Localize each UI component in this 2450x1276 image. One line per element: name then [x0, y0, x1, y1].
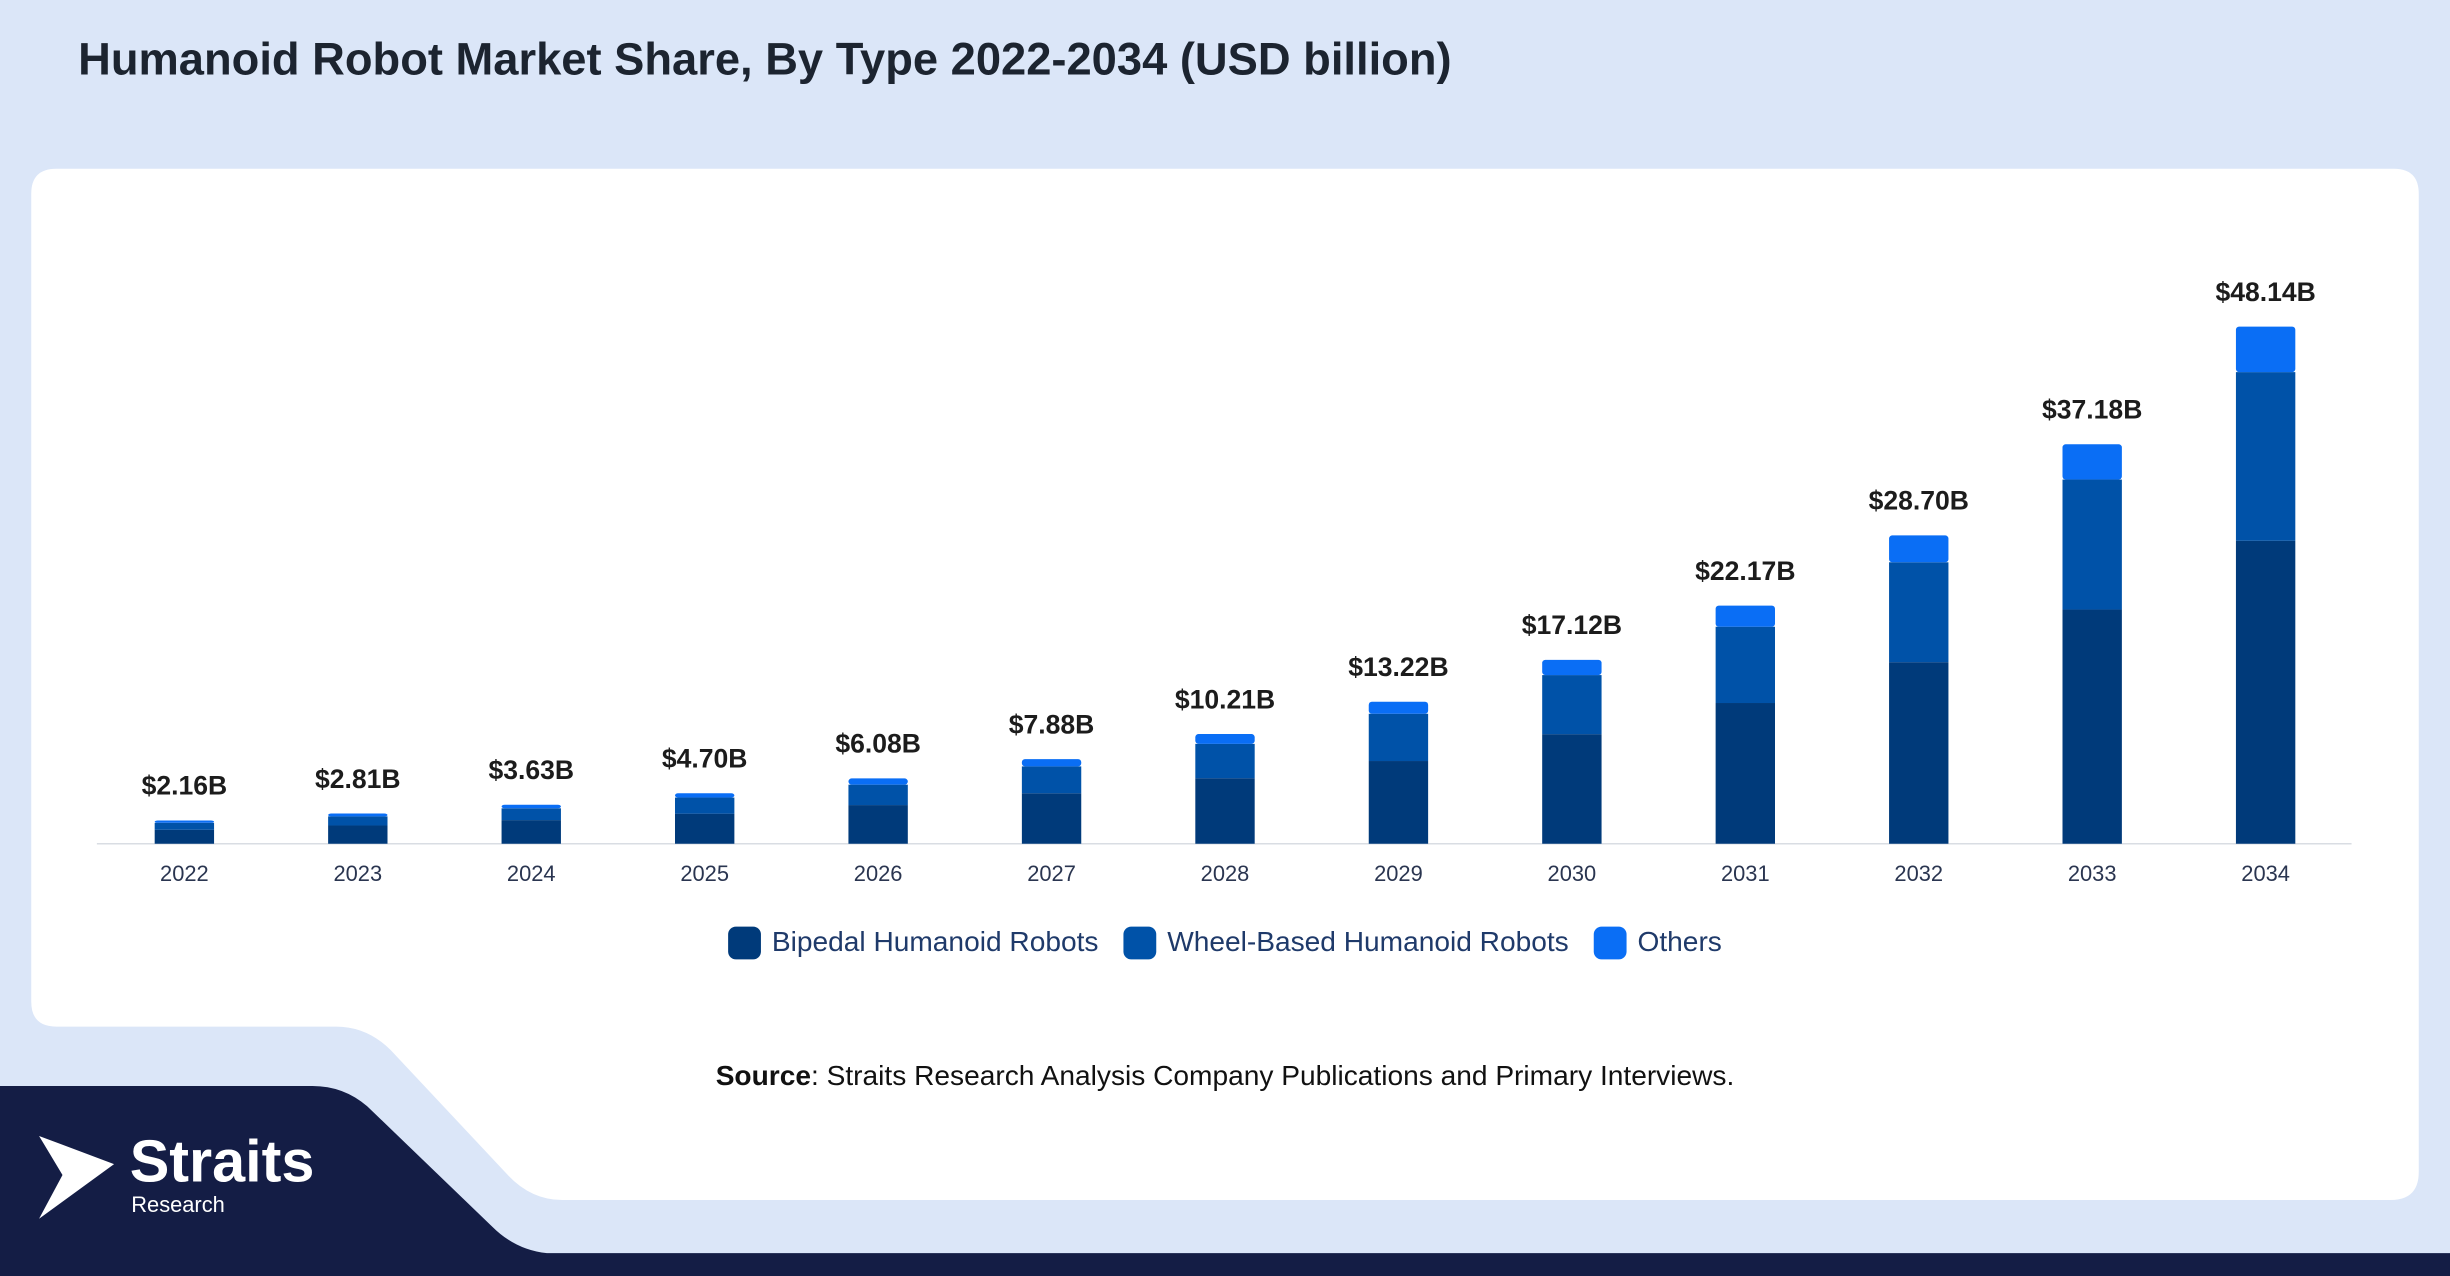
bar-segment [675, 797, 735, 814]
bar-segment [1368, 713, 1429, 762]
total-label: $2.81B [315, 764, 401, 794]
bar-segment [848, 778, 908, 785]
source: Source: Straits Research Analysis Compan… [716, 1061, 1735, 1092]
x-tick-label: 2027 [1027, 861, 1076, 886]
legend-swatch [1123, 926, 1157, 960]
bar-segment [675, 813, 735, 844]
bar-segment [1195, 734, 1255, 744]
bar-segment [1715, 605, 1775, 627]
logo-sub: Research [131, 1192, 225, 1217]
bar-segment [1715, 703, 1775, 844]
x-tick-label: 2033 [2068, 861, 2117, 886]
x-tick-label: 2030 [1548, 861, 1597, 886]
chart-title: Humanoid Robot Market Share, By Type 202… [78, 33, 1451, 84]
footer-band [0, 1085, 2450, 1276]
legend-swatch [728, 926, 761, 960]
x-tick-label: 2025 [680, 861, 729, 886]
x-tick-label: 2022 [160, 861, 209, 886]
bar-segment [2235, 540, 2296, 844]
bar-segment [501, 804, 561, 809]
total-label: $37.18B [2042, 395, 2142, 425]
bar-segment [2235, 372, 2296, 541]
bar-segment [154, 820, 215, 823]
total-label: $28.70B [1869, 486, 1969, 516]
bar-segment [848, 805, 908, 844]
bar-segment [1195, 778, 1255, 844]
total-label: $2.16B [142, 771, 228, 801]
bar-segment [1542, 659, 1602, 676]
bar-segment [328, 813, 388, 817]
bar-segment [1715, 626, 1775, 704]
bar-segment [1542, 734, 1602, 844]
bar-segment [1889, 562, 1949, 663]
bar-segment [2062, 444, 2122, 480]
bar-segment [154, 822, 215, 830]
x-tick-label: 2028 [1201, 861, 1250, 886]
legend-label: Others [1638, 926, 1722, 957]
bar-segment [328, 816, 388, 826]
x-tick-label: 2024 [507, 861, 556, 886]
bar-segment [2062, 479, 2122, 610]
bar-segment [501, 820, 561, 844]
card [31, 168, 2419, 1200]
total-label: $3.63B [488, 755, 574, 785]
x-tick-label: 2026 [854, 861, 903, 886]
total-label: $6.08B [835, 729, 921, 759]
total-label: $4.70B [662, 743, 748, 773]
legend-label: Wheel-Based Humanoid Robots [1167, 926, 1569, 957]
x-tick-label: 2032 [1894, 861, 1943, 886]
bar-segment [1368, 701, 1429, 714]
x-tick-label: 2023 [333, 861, 382, 886]
bar-segment [1021, 766, 1082, 794]
bar-segment [1021, 793, 1082, 844]
bar-segment [675, 793, 735, 798]
bar-segment [1195, 743, 1255, 779]
logo-icon [39, 1135, 115, 1219]
total-label: $13.22B [1348, 652, 1448, 682]
bar-segment [1889, 662, 1949, 844]
total-label: $48.14B [2215, 277, 2315, 307]
x-tick-label: 2031 [1721, 861, 1770, 886]
total-label: $10.21B [1175, 684, 1275, 714]
legend-swatch [1593, 926, 1627, 960]
bar-segment [1021, 759, 1082, 767]
bar-segment [2062, 609, 2122, 844]
bar-segment [328, 825, 388, 844]
bar-segment [154, 829, 215, 844]
bar-segment [1889, 535, 1949, 563]
logo-name: Straits [130, 1127, 315, 1194]
legend-label: Bipedal Humanoid Robots [772, 926, 1099, 957]
bar-segment [1368, 761, 1429, 844]
x-tick-label: 2029 [1374, 861, 1423, 886]
x-tick-label: 2034 [2241, 861, 2290, 886]
bar-segment [2235, 326, 2296, 373]
bar-segment [501, 808, 561, 821]
source-label: Source [716, 1061, 811, 1092]
bar-segment [848, 784, 908, 806]
bar-segment [1542, 675, 1602, 735]
total-label: $7.88B [1009, 709, 1095, 739]
source-text: : Straits Research Analysis Company Publ… [811, 1061, 1734, 1092]
total-label: $17.12B [1522, 610, 1622, 640]
total-label: $22.17B [1695, 556, 1795, 586]
